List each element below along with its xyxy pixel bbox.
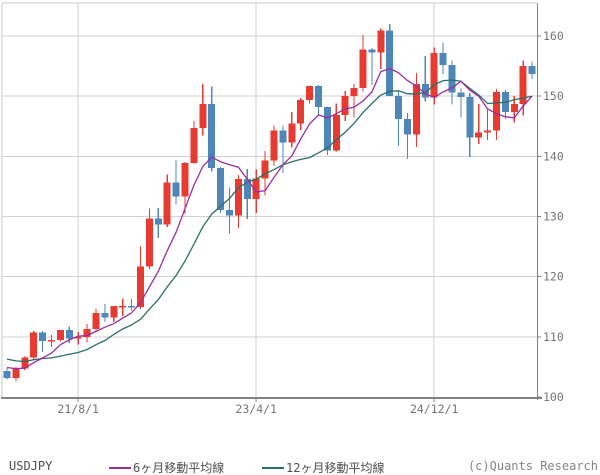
svg-text:140: 140 (543, 149, 564, 163)
legend-item-ma6: 6ヶ月移動平均線 (109, 459, 224, 475)
ma12-legend-label: 12ヶ月移動平均線 (286, 461, 385, 475)
candlestick-chart: 100 110 120 130 140 150 160 21/8/1 23/4/1 24/12/1 (1, 2, 564, 416)
legend-item-ma12: 12ヶ月移動平均線 (262, 459, 384, 475)
symbol-label: USDJPY (9, 459, 53, 473)
svg-text:120: 120 (543, 270, 564, 284)
svg-text:110: 110 (543, 330, 564, 344)
svg-text:160: 160 (543, 29, 564, 43)
svg-text:24/12/1: 24/12/1 (410, 402, 459, 416)
ma6-line-swatch (109, 466, 131, 469)
svg-text:23/4/1: 23/4/1 (235, 402, 277, 416)
copyright-text: (c)Quants Research (467, 459, 598, 473)
svg-text:150: 150 (543, 89, 564, 103)
svg-text:100: 100 (543, 390, 564, 404)
svg-text:130: 130 (543, 210, 564, 224)
svg-text:21/8/1: 21/8/1 (57, 402, 99, 416)
ma6-legend-label: 6ヶ月移動平均線 (133, 461, 225, 475)
ma12-line-swatch (262, 466, 284, 469)
